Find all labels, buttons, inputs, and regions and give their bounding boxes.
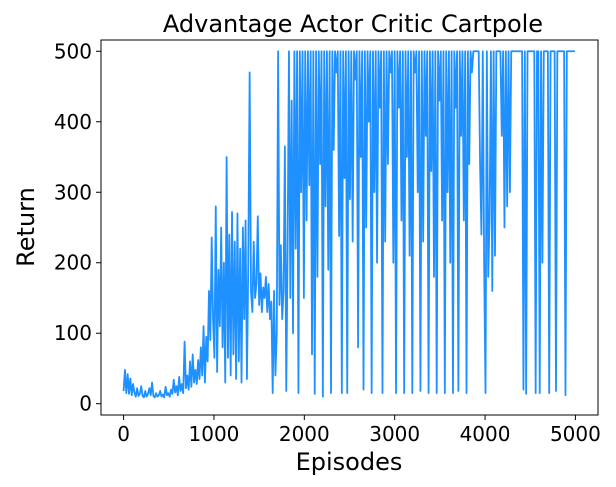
y-axis-title: Return: [12, 187, 40, 267]
plot-frame: [100, 39, 599, 416]
y-axis: 0 100 200 300 400 500: [54, 39, 101, 416]
x-tick-label: 3000: [369, 422, 420, 446]
x-tick-label: 2000: [279, 422, 330, 446]
plot-area: [100, 39, 599, 416]
series-group: [122, 50, 575, 399]
x-tick-label: 4000: [460, 422, 511, 446]
series-line-0: [122, 50, 575, 399]
chart-title: Advantage Actor Critic Cartpole: [163, 10, 543, 38]
y-tick-label: 300: [54, 180, 92, 204]
y-tick-label: 0: [79, 392, 92, 416]
x-axis-title: Episodes: [296, 448, 403, 476]
x-tick-label: 0: [117, 422, 130, 446]
x-tick-label: 1000: [189, 422, 240, 446]
x-axis: 0 1000 2000 3000 4000 5000: [117, 415, 601, 446]
y-tick-label: 400: [54, 110, 92, 134]
y-tick-label: 100: [54, 321, 92, 345]
y-tick-label: 500: [54, 39, 92, 63]
x-tick-label: 5000: [550, 422, 601, 446]
y-tick-label: 200: [54, 251, 92, 275]
